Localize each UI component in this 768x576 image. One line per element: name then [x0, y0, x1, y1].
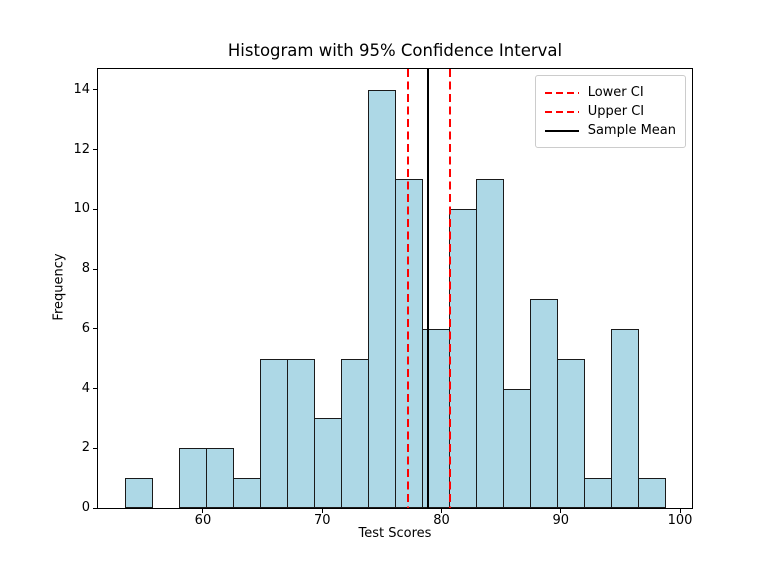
mean-line [427, 69, 430, 508]
histogram-bar [287, 359, 315, 508]
y-tick-mark [93, 149, 98, 151]
y-tick-label: 2 [81, 440, 90, 456]
y-tick-mark [93, 89, 98, 91]
x-axis-label: Test Scores [358, 526, 432, 541]
ci-lower-line [407, 69, 410, 508]
histogram-bar [422, 329, 450, 508]
histogram-bar [503, 389, 531, 508]
histogram-bar [125, 478, 153, 508]
histogram-bar [476, 179, 504, 508]
y-tick-mark [93, 268, 98, 270]
x-tick-label: 100 [667, 513, 693, 528]
histogram-bar [368, 90, 396, 508]
lower-ci-line-sample [544, 91, 579, 94]
chart-title: Histogram with 95% Confidence Interval [227, 41, 563, 60]
histogram-bar [206, 448, 234, 508]
histogram-bar [638, 478, 666, 508]
histogram-bar [260, 359, 288, 508]
y-tick-label: 12 [73, 141, 90, 157]
x-tick-mark [321, 508, 323, 513]
legend-entry: Lower CI [544, 83, 676, 102]
y-tick-label: 14 [73, 81, 90, 97]
x-tick-label: 80 [433, 513, 450, 528]
x-tick-mark [679, 508, 681, 513]
y-tick-label: 4 [81, 380, 90, 396]
legend-entry: Upper CI [544, 102, 676, 121]
histogram-bar [449, 209, 477, 508]
legend: Lower CI Upper CI Sample Mean [534, 75, 686, 148]
histogram-bar [314, 418, 342, 508]
y-tick-mark [93, 447, 98, 449]
histogram-bar [341, 359, 369, 508]
y-tick-mark [93, 507, 98, 509]
sample-mean-line-sample [544, 129, 579, 132]
y-tick-label: 8 [81, 261, 90, 277]
x-tick-label: 90 [552, 513, 570, 528]
legend-entry: Sample Mean [544, 121, 676, 140]
legend-label-upper-ci: Upper CI [587, 104, 645, 119]
y-tick-label: 10 [73, 201, 90, 217]
upper-ci-line-sample [544, 110, 579, 113]
plot-area: Lower CI Upper CI Sample Mean 60 70 80 90 10… [73, 68, 693, 528]
y-tick-mark [93, 388, 98, 390]
histogram-bar [611, 329, 639, 508]
x-tick-label: 60 [194, 513, 212, 528]
y-tick-mark [93, 208, 98, 210]
histogram-bar [530, 299, 558, 508]
x-tick-mark [560, 508, 562, 513]
y-axis-label: Frequency [51, 253, 67, 321]
histogram-bar [584, 478, 612, 508]
x-tick-mark [202, 508, 204, 513]
histogram-bar [233, 478, 261, 508]
legend-label-sample-mean: Sample Mean [587, 123, 676, 138]
histogram-bar [557, 359, 585, 508]
x-tick-label: 70 [313, 513, 331, 528]
y-tick-label: 0 [81, 500, 90, 515]
histogram-bar [179, 448, 207, 508]
legend-label-lower-ci: Lower CI [587, 85, 644, 100]
y-tick-label: 6 [81, 320, 90, 336]
y-tick-mark [93, 328, 98, 330]
x-tick-mark [441, 508, 443, 513]
ci-upper-line [448, 69, 451, 508]
